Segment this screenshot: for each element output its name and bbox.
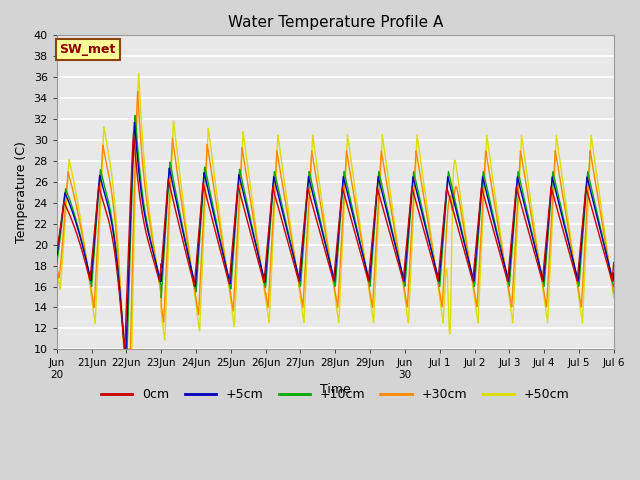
X-axis label: Time: Time [320, 383, 351, 396]
Legend: 0cm, +5cm, +10cm, +30cm, +50cm: 0cm, +5cm, +10cm, +30cm, +50cm [96, 383, 574, 406]
Title: Water Temperature Profile A: Water Temperature Profile A [228, 15, 443, 30]
Text: SW_met: SW_met [60, 43, 116, 56]
Y-axis label: Temperature (C): Temperature (C) [15, 142, 28, 243]
